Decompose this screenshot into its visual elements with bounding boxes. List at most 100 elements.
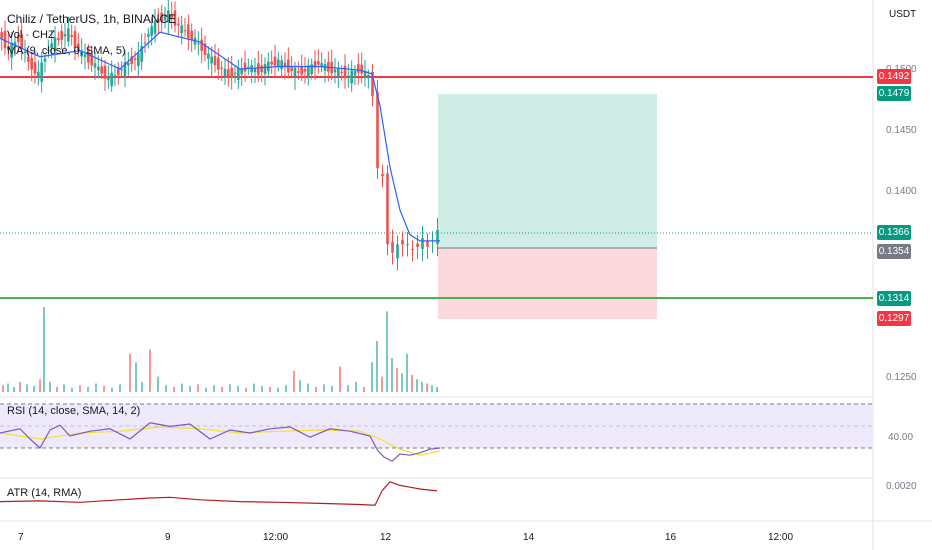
candle[interactable]: [103, 65, 107, 79]
candle[interactable]: [7, 46, 10, 50]
candle[interactable]: [163, 14, 167, 21]
candle[interactable]: [183, 30, 187, 32]
target-price-tag[interactable]: 0.1479: [877, 86, 911, 101]
atr-legend[interactable]: ATR (14, RMA): [7, 487, 82, 499]
candle[interactable]: [70, 34, 73, 37]
candle[interactable]: [203, 43, 207, 56]
candle[interactable]: [293, 67, 297, 78]
candle[interactable]: [100, 66, 103, 74]
candle[interactable]: [37, 72, 40, 78]
candle[interactable]: [240, 68, 243, 75]
candle[interactable]: [350, 70, 353, 84]
candle[interactable]: [153, 21, 157, 34]
candle[interactable]: [357, 64, 360, 73]
candle[interactable]: [237, 67, 240, 80]
candle[interactable]: [77, 43, 80, 52]
candle[interactable]: [190, 30, 193, 40]
candle[interactable]: [43, 58, 47, 62]
candle[interactable]: [253, 67, 257, 73]
candle[interactable]: [283, 62, 287, 68]
candle[interactable]: [210, 56, 213, 64]
candle[interactable]: [167, 10, 170, 23]
candle[interactable]: [213, 56, 217, 66]
rsi-legend[interactable]: RSI (14, close, SMA, 14, 2): [7, 405, 141, 417]
volume-legend[interactable]: Vol · CHZ: [7, 29, 55, 41]
candle[interactable]: [137, 53, 140, 66]
candle[interactable]: [230, 67, 233, 78]
candle[interactable]: [83, 54, 87, 58]
candle[interactable]: [197, 43, 200, 45]
candle[interactable]: [303, 68, 307, 72]
candle[interactable]: [363, 70, 367, 78]
candle[interactable]: [33, 62, 37, 74]
candle[interactable]: [200, 39, 203, 51]
candle[interactable]: [436, 230, 439, 245]
candle[interactable]: [113, 74, 117, 76]
candle[interactable]: [90, 53, 93, 66]
candle[interactable]: [20, 34, 23, 49]
candle[interactable]: [391, 241, 394, 253]
candle[interactable]: [177, 23, 180, 26]
candle[interactable]: [123, 62, 127, 76]
candle[interactable]: [127, 63, 130, 66]
last-price-tag[interactable]: 0.1366: [877, 225, 911, 240]
candle[interactable]: [73, 31, 77, 49]
candle[interactable]: [120, 69, 123, 71]
candle[interactable]: [243, 62, 247, 72]
support-price-tag[interactable]: 0.1314: [877, 291, 911, 306]
candle[interactable]: [27, 56, 30, 62]
candle[interactable]: [280, 60, 283, 69]
candle[interactable]: [340, 71, 343, 73]
candle[interactable]: [360, 64, 363, 74]
candle[interactable]: [117, 66, 120, 75]
candle[interactable]: [87, 49, 90, 63]
candle[interactable]: [47, 49, 50, 51]
candle[interactable]: [333, 69, 337, 73]
candle[interactable]: [353, 70, 357, 76]
candle[interactable]: [97, 66, 100, 71]
candle[interactable]: [50, 43, 53, 49]
candle[interactable]: [247, 67, 250, 69]
candle[interactable]: [386, 173, 389, 245]
candle[interactable]: [143, 42, 147, 44]
target-zone[interactable]: [438, 94, 657, 248]
candle[interactable]: [30, 57, 33, 70]
candle[interactable]: [401, 239, 404, 245]
candle[interactable]: [147, 33, 150, 37]
candle[interactable]: [80, 50, 83, 57]
candle[interactable]: [426, 241, 429, 247]
candle[interactable]: [217, 57, 220, 70]
candle[interactable]: [300, 66, 303, 75]
candle[interactable]: [207, 53, 210, 59]
candle[interactable]: [110, 72, 113, 87]
candle[interactable]: [307, 65, 310, 78]
candle[interactable]: [343, 65, 347, 79]
resistance-price-tag[interactable]: 0.1492: [877, 69, 911, 84]
candle[interactable]: [173, 10, 177, 26]
candle[interactable]: [290, 67, 293, 72]
candle[interactable]: [317, 61, 320, 65]
candle[interactable]: [23, 51, 27, 54]
candle[interactable]: [371, 71, 374, 96]
candle[interactable]: [63, 34, 67, 37]
candle[interactable]: [273, 56, 277, 66]
candle[interactable]: [406, 244, 409, 246]
candle[interactable]: [347, 75, 350, 77]
candle[interactable]: [411, 248, 414, 250]
candle[interactable]: [367, 75, 370, 77]
candle[interactable]: [320, 63, 323, 67]
candle[interactable]: [381, 174, 384, 177]
candle[interactable]: [396, 244, 399, 259]
candle[interactable]: [10, 42, 13, 58]
candle[interactable]: [267, 61, 270, 72]
candle[interactable]: [223, 68, 227, 77]
candle[interactable]: [140, 45, 143, 62]
candle[interactable]: [130, 56, 133, 65]
candle[interactable]: [17, 35, 20, 42]
candle[interactable]: [233, 72, 237, 74]
candle[interactable]: [277, 59, 280, 67]
candle[interactable]: [40, 62, 43, 82]
candle[interactable]: [67, 28, 70, 42]
candle[interactable]: [260, 65, 263, 73]
